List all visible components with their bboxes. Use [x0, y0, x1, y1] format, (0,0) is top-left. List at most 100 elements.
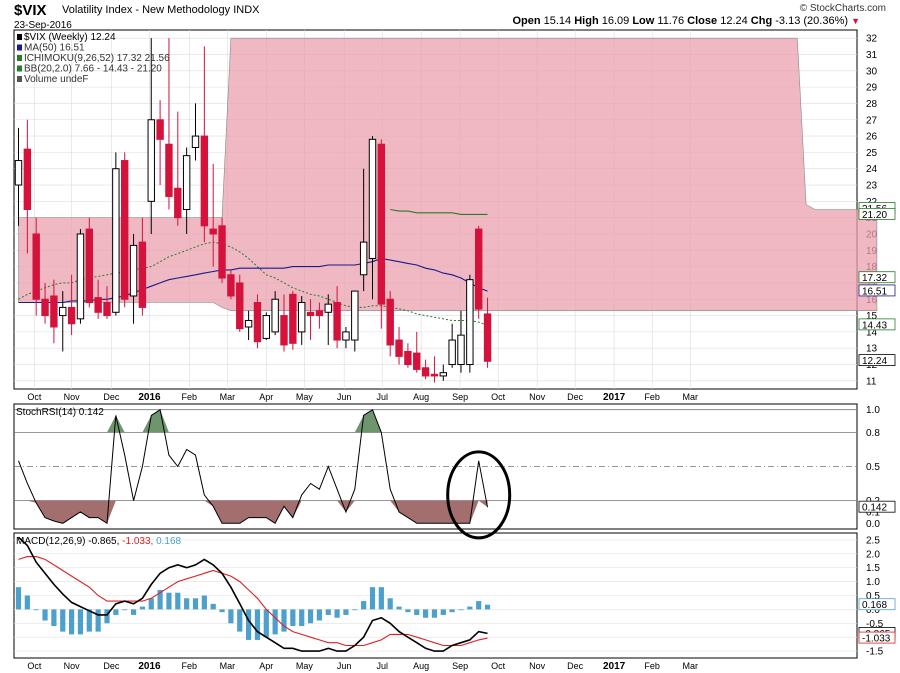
- chg-value: -3.13 (20.36%): [775, 15, 849, 27]
- candle-down: [32, 233, 40, 300]
- x-axis-month-label: Mar: [220, 392, 236, 402]
- candle-down: [23, 148, 32, 210]
- macd-value-flag: [858, 631, 896, 644]
- legend-swatch: [17, 76, 22, 82]
- x-axis-month-label-bottom: 2017: [603, 661, 626, 672]
- macd-histogram-bar: [51, 609, 57, 627]
- candle-up: [129, 244, 138, 297]
- macd-line: [17, 536, 488, 652]
- macd-histogram-bar: [77, 609, 84, 635]
- candle-up: [147, 119, 155, 202]
- chart-symbol: $VIX: [14, 2, 47, 19]
- candle-down: [395, 339, 403, 357]
- macd-histogram-bar: [449, 609, 455, 613]
- price-tick-label: 30: [866, 66, 878, 77]
- macd-histogram-bar: [104, 609, 110, 624]
- chart-name-text: Volatility Index - New Methodology: [62, 4, 231, 16]
- macd-value-flag: [858, 598, 896, 611]
- candle-down: [333, 302, 341, 341]
- legend-swatch: [17, 55, 22, 61]
- macd-histogram-bar: [86, 609, 92, 632]
- macd-histogram-bar: [246, 609, 252, 640]
- macd-tick-label: 2.5: [866, 535, 880, 546]
- macd-histogram-bar: [484, 604, 491, 610]
- candle-down: [289, 293, 297, 344]
- candle-down: [121, 160, 129, 300]
- price-tick-label: 24: [866, 164, 878, 175]
- bb-upper-line: [390, 208, 488, 215]
- price-value-flag: [858, 318, 896, 331]
- macd-histogram-bar: [281, 609, 287, 632]
- candle-down: [41, 298, 49, 317]
- price-value-label: 21.20: [862, 210, 887, 221]
- macd-histogram-bar: [42, 609, 48, 621]
- candle-up: [14, 160, 23, 186]
- macd-histogram-bar: [122, 609, 128, 611]
- x-axis-month-label: Nov: [64, 392, 81, 402]
- stoch-rsi-line: [18, 408, 488, 525]
- candle-down: [165, 143, 173, 197]
- macd-histogram-bar: [95, 609, 101, 632]
- x-axis-month-label-bottom: Sep: [452, 661, 468, 671]
- macd-tick-label: -1.5: [866, 647, 884, 658]
- macd-histogram-bar: [237, 609, 243, 632]
- x-axis-month-label: Jun: [337, 392, 352, 402]
- x-axis-month-label-bottom: Feb: [644, 661, 660, 671]
- candle-down: [421, 367, 430, 377]
- x-axis-month-label: Dec: [103, 392, 120, 402]
- macd-tick-label: -0.5: [866, 619, 884, 630]
- macd-histogram-bar: [414, 609, 420, 615]
- open-label: Open: [512, 15, 541, 27]
- candle-down: [138, 241, 147, 308]
- macd-histogram-bar: [467, 606, 473, 610]
- macd-histogram-bar: [130, 609, 137, 615]
- macd-histogram-bar: [405, 609, 411, 613]
- macd-title-part: MACD(12,26,9): [16, 536, 88, 547]
- x-axis-month-label-bottom: Mar: [220, 661, 236, 671]
- x-axis-month-label-bottom: Dec: [103, 661, 120, 671]
- rsi-oversold-fill: [390, 500, 479, 524]
- macd-tick-label: 1.0: [866, 577, 880, 588]
- macd-histogram-bar: [343, 609, 349, 615]
- price-tick-label: 31: [866, 50, 878, 61]
- high-value: 16.09: [601, 15, 630, 27]
- chart-date: 23-Sep-2016: [14, 20, 72, 31]
- price-tick-label: 27: [866, 115, 878, 126]
- macd-histogram-bar: [192, 598, 199, 610]
- x-axis-month-label: Feb: [182, 392, 198, 402]
- candle-down: [103, 302, 111, 317]
- candle-down: [483, 313, 492, 362]
- rsi-tick-label: 0.5: [866, 462, 880, 473]
- x-axis-month-label-bottom: Jul: [376, 661, 388, 671]
- macd-histogram-bar: [228, 609, 234, 624]
- macd-histogram-bar: [325, 609, 331, 615]
- macd-histogram-bar: [184, 598, 190, 610]
- low-label: Low: [632, 15, 655, 27]
- high-label: High: [574, 15, 599, 27]
- candle-down: [156, 119, 164, 140]
- candle-down: [377, 143, 386, 305]
- x-axis-month-label-bottom: Nov: [529, 661, 546, 671]
- macd-histogram-bar: [387, 598, 393, 610]
- x-axis-month-label-bottom: Feb: [182, 661, 198, 671]
- macd-histogram-bar: [166, 592, 172, 610]
- candle-down: [236, 282, 244, 330]
- macd-histogram-bar: [290, 609, 296, 627]
- close-label: Close: [687, 15, 718, 27]
- x-axis-month-label-bottom: 2016: [138, 661, 161, 672]
- price-tick-label: 14: [866, 327, 878, 338]
- annotation-circle: [446, 450, 512, 540]
- chg-label: Chg: [750, 15, 773, 27]
- price-tick-label: 32: [866, 34, 878, 45]
- macd-histogram-bar: [139, 606, 145, 610]
- candle-up: [439, 372, 448, 377]
- macd-histogram-bar: [440, 609, 446, 615]
- x-axis-month-label-bottom: Dec: [567, 661, 584, 671]
- macd-histogram-bar: [369, 587, 376, 610]
- candle-up: [262, 315, 271, 339]
- macd-value-label: 0.168: [862, 600, 887, 611]
- price-tick-label: 15: [866, 311, 878, 322]
- rsi-tick-label: 0.1: [866, 507, 880, 518]
- candle-down: [174, 187, 182, 219]
- x-axis-month-label-bottom: Oct: [27, 661, 42, 671]
